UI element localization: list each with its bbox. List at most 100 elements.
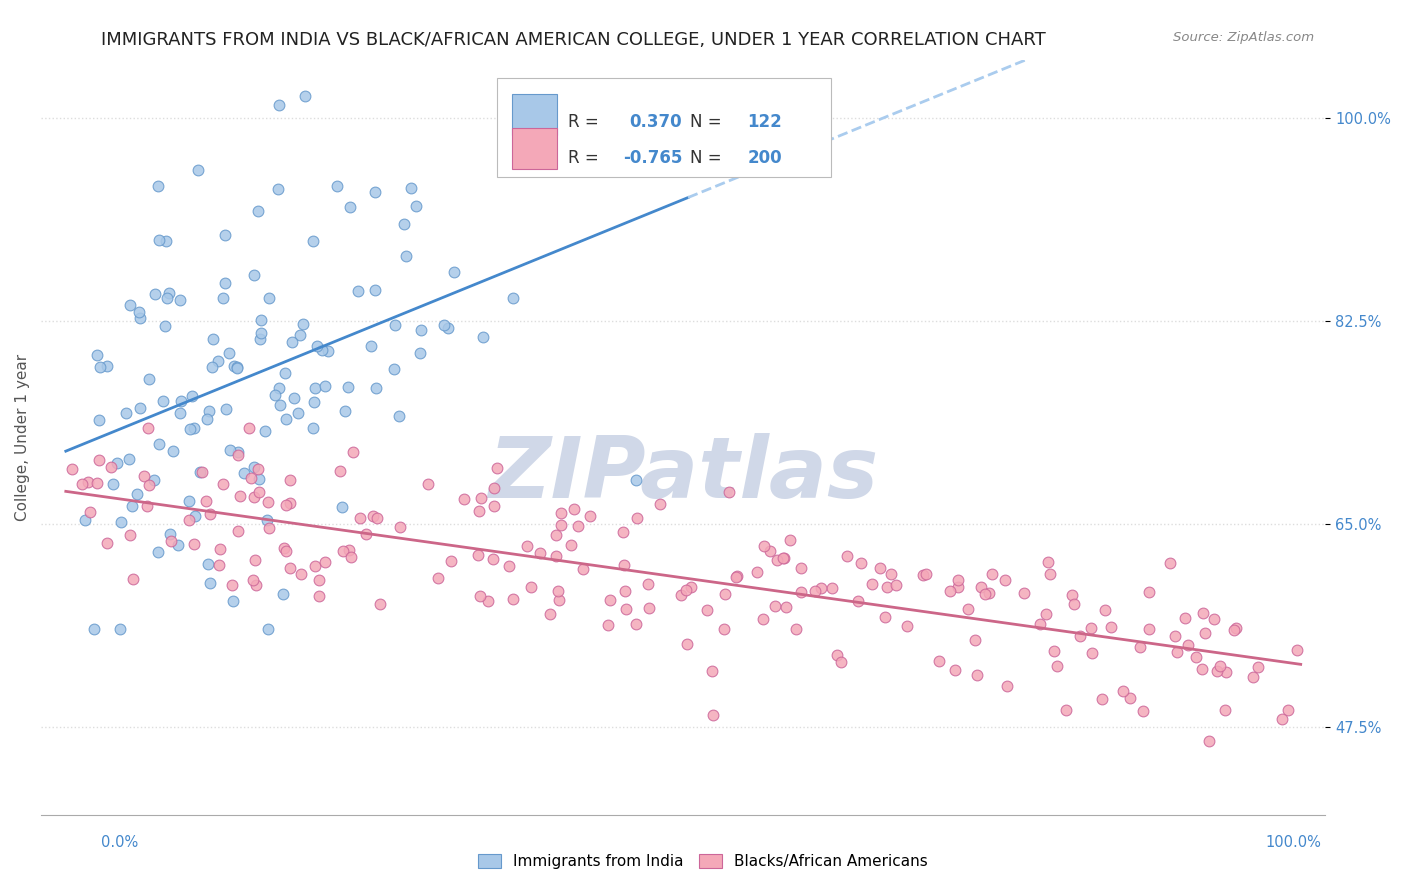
Point bbox=[1080, 621, 1102, 635]
Point bbox=[246, 461, 269, 475]
Point bbox=[546, 528, 568, 542]
Point bbox=[411, 323, 433, 337]
Point bbox=[775, 600, 797, 615]
Point bbox=[155, 234, 177, 248]
Point bbox=[957, 602, 980, 616]
Point bbox=[416, 477, 439, 491]
Point bbox=[1137, 622, 1160, 636]
Point bbox=[1054, 703, 1077, 717]
Point bbox=[772, 550, 794, 565]
Point bbox=[596, 618, 619, 632]
Text: -0.765: -0.765 bbox=[623, 149, 682, 167]
Point bbox=[177, 513, 200, 527]
Point bbox=[132, 468, 155, 483]
Point bbox=[1277, 702, 1299, 716]
Point bbox=[271, 587, 294, 601]
Point bbox=[247, 204, 270, 219]
Point bbox=[110, 515, 132, 529]
Point bbox=[547, 584, 569, 599]
Point bbox=[790, 585, 813, 599]
Point bbox=[316, 344, 339, 359]
Point bbox=[162, 444, 184, 458]
Point bbox=[1208, 658, 1230, 673]
Point bbox=[242, 460, 264, 475]
Text: Source: ZipAtlas.com: Source: ZipAtlas.com bbox=[1174, 31, 1315, 45]
Point bbox=[994, 573, 1017, 587]
Point bbox=[143, 286, 166, 301]
Point bbox=[1094, 603, 1116, 617]
Point bbox=[564, 502, 586, 516]
Point bbox=[86, 348, 108, 362]
Point bbox=[304, 559, 326, 574]
Point bbox=[1285, 642, 1308, 657]
Point bbox=[472, 330, 495, 344]
Text: R =: R = bbox=[568, 149, 603, 167]
Point bbox=[191, 465, 214, 479]
Point bbox=[1174, 611, 1197, 625]
Point bbox=[148, 233, 170, 247]
Point bbox=[502, 291, 524, 305]
Point bbox=[181, 389, 204, 403]
Point bbox=[546, 549, 568, 563]
Point bbox=[120, 297, 142, 311]
Point bbox=[122, 572, 145, 586]
Point bbox=[256, 513, 278, 527]
Point bbox=[713, 587, 735, 601]
Point bbox=[614, 602, 637, 616]
Point bbox=[87, 413, 110, 427]
Point bbox=[973, 587, 995, 601]
Point bbox=[436, 321, 458, 335]
FancyBboxPatch shape bbox=[512, 128, 557, 169]
Text: 0.370: 0.370 bbox=[630, 112, 682, 130]
Point bbox=[280, 561, 302, 575]
Point bbox=[1271, 712, 1294, 726]
Point bbox=[482, 499, 505, 513]
Point bbox=[911, 568, 934, 582]
Point bbox=[247, 472, 270, 486]
Point bbox=[1194, 626, 1216, 640]
Point bbox=[347, 284, 370, 298]
Point bbox=[212, 476, 235, 491]
Point bbox=[1111, 683, 1133, 698]
Point bbox=[232, 466, 254, 480]
Point bbox=[249, 332, 271, 346]
Point bbox=[538, 607, 561, 621]
Point bbox=[169, 293, 191, 308]
Point bbox=[302, 421, 325, 435]
Point bbox=[648, 497, 671, 511]
Point bbox=[498, 559, 520, 574]
Point bbox=[136, 421, 159, 435]
Point bbox=[599, 592, 621, 607]
Point bbox=[333, 404, 356, 418]
Point bbox=[96, 359, 118, 373]
Point bbox=[83, 622, 105, 636]
Point bbox=[366, 511, 388, 525]
Point bbox=[243, 553, 266, 567]
Point bbox=[229, 489, 252, 503]
Point bbox=[361, 508, 384, 523]
Point bbox=[427, 571, 450, 585]
Point bbox=[1164, 629, 1187, 643]
Point bbox=[1223, 623, 1246, 637]
Point bbox=[194, 494, 217, 508]
Point bbox=[274, 411, 297, 425]
Point bbox=[1119, 690, 1142, 705]
Point bbox=[637, 601, 659, 615]
Point bbox=[156, 291, 179, 305]
Point bbox=[550, 506, 572, 520]
Point bbox=[290, 567, 312, 582]
Point bbox=[183, 421, 205, 435]
Point bbox=[970, 580, 993, 594]
Point bbox=[294, 88, 316, 103]
Point bbox=[364, 283, 387, 297]
Point bbox=[218, 346, 240, 360]
Point bbox=[138, 477, 160, 491]
Point bbox=[183, 537, 205, 551]
Point bbox=[915, 566, 938, 581]
Point bbox=[179, 422, 201, 436]
Point bbox=[121, 499, 143, 513]
Point bbox=[278, 496, 301, 510]
Y-axis label: College, Under 1 year: College, Under 1 year bbox=[15, 353, 30, 521]
Point bbox=[283, 391, 305, 405]
Point bbox=[560, 538, 582, 552]
